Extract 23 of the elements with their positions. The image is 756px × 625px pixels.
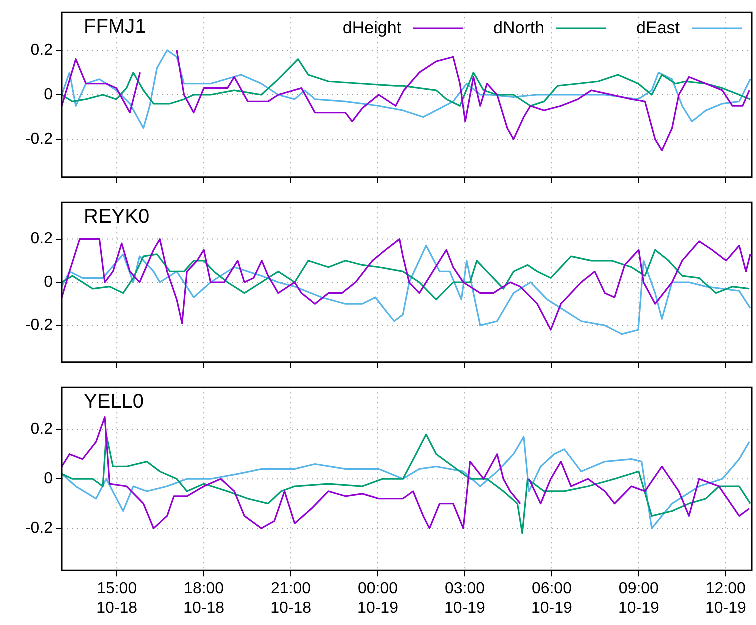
- x-tick-label: 03:00 10-19: [444, 580, 486, 617]
- y-tick-label: 0.2: [30, 230, 54, 248]
- x-tick-label: 06:00 10-19: [531, 580, 573, 617]
- x-tick-label: 09:00 10-19: [618, 580, 660, 617]
- x-tick-label: 21:00 10-18: [270, 580, 312, 617]
- y-tick-label: 0.2: [30, 421, 54, 438]
- x-tick-label: 12:00 10-19: [705, 580, 746, 617]
- y-tick-label: -0.2: [25, 520, 54, 537]
- y-tick-label: 0: [44, 86, 54, 104]
- y-tick-label: 0.2: [30, 42, 54, 59]
- legend-label: dNorth: [494, 18, 545, 38]
- x-tick-label: 15:00 10-18: [96, 580, 138, 617]
- x-tick-label: 00:00 10-19: [358, 580, 399, 617]
- chart-title: FFMJ1: [84, 16, 146, 38]
- x-tick-label: 18:00 10-18: [184, 580, 225, 617]
- y-tick-label: -0.2: [25, 130, 54, 148]
- chart-title: REYK0: [84, 206, 150, 228]
- legend-label: dHeight: [342, 18, 402, 38]
- y-tick-label: 0: [44, 274, 54, 291]
- y-tick-label: 0: [44, 470, 54, 488]
- y-tick-label: -0.2: [25, 317, 54, 334]
- legend-label: dEast: [636, 18, 680, 38]
- chart-title: YELL0: [84, 391, 144, 414]
